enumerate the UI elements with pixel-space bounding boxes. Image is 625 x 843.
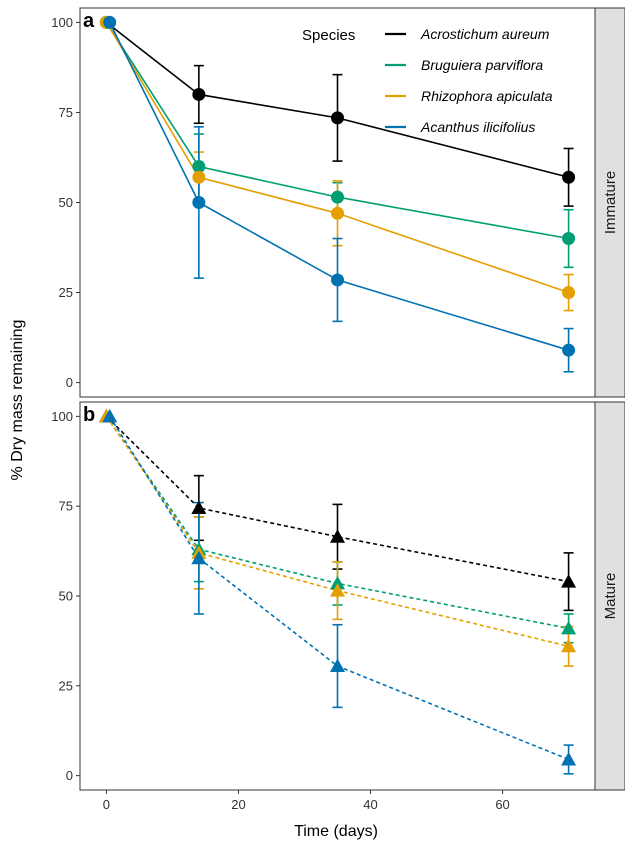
panel-b-point-rhizophora-apiculata (330, 583, 345, 597)
legend: Species Acrostichum aureum Bruguiera parvi… (302, 26, 553, 135)
panel-a-point-rhizophora-apiculata (192, 170, 206, 184)
panel-b-line-bruguiera-parviflora (105, 415, 569, 630)
x-tick-label: 60 (495, 797, 509, 812)
panel-b-y-tick-label: 100 (51, 409, 73, 424)
panel-a-tag: a (83, 10, 95, 32)
panel-b-point-acrostichum-aureum (561, 574, 577, 588)
panel-a-y-tick-label: 50 (59, 195, 73, 210)
legend-label-bruguiera-parviflora: Bruguiera parviflora (421, 57, 543, 73)
panel-a-line-bruguiera-parviflora (105, 21, 569, 240)
panel-a-point-rhizophora-apiculata (331, 206, 344, 220)
panel-b-line-acrostichum-aureum (105, 415, 569, 583)
panel-b-point-acanthus-ilicifolius (102, 408, 118, 423)
panel-b-line-acanthus-ilicifolius (109, 415, 569, 761)
panel-b-y-tick-label: 25 (59, 678, 73, 693)
x-tick-label: 0 (103, 797, 110, 812)
legend-label-rhizophora-apiculata: Rhizophora apiculata (421, 88, 553, 104)
legend-title: Species (302, 27, 355, 44)
panel-b-line-rhizophora-apiculata (105, 415, 569, 648)
panel-a-point-bruguiera-parviflora (331, 190, 344, 204)
panel-b-point-acanthus-ilicifolius (330, 658, 345, 673)
panel-a-point-acanthus-ilicifolius (562, 343, 576, 357)
panel-a-point-bruguiera-parviflora (562, 232, 576, 246)
y-axis-title: % Dry mass remaining (9, 320, 26, 481)
panel-a-point-acanthus-ilicifolius (192, 196, 206, 209)
panel-b-y-tick-label: 0 (66, 768, 73, 783)
panel-b-point-rhizophora-apiculata (561, 638, 577, 653)
panel-b-y-tick-label: 50 (59, 589, 73, 604)
panel-a-line-acanthus-ilicifolius (108, 22, 569, 351)
panel-b-point-acanthus-ilicifolius (561, 751, 577, 766)
panel-a-point-rhizophora-apiculata (562, 286, 576, 300)
panel-a-y-tick-label: 0 (66, 375, 73, 390)
panel-b-point-bruguiera-parviflora (561, 620, 577, 635)
panel-a-strip-label: Immature (602, 171, 619, 234)
panel-a-point-acrostichum-aureum (192, 87, 206, 101)
panel-a-strip (594, 7, 625, 398)
panel-b-strip-label: Mature (602, 573, 619, 620)
panel-b-point-acrostichum-aureum (191, 500, 207, 514)
legend-label-acanthus-ilicifolius: Acanthus ilicifolius (420, 119, 535, 135)
legend-label-acrostichum-aureum: Acrostichum aureum (420, 26, 550, 42)
panel-a-y-tick-label: 100 (51, 15, 73, 30)
axes-layer: 0 25 50 75 100 0 25 50 75 100 0 20 40 60 (51, 15, 510, 812)
panel-a-point-bruguiera-parviflora (192, 159, 206, 173)
panel-a-point-acrostichum-aureum (331, 111, 344, 125)
panel-b-strip (594, 401, 625, 791)
panel-a-point-acrostichum-aureum (562, 170, 576, 184)
panel-b-tag: b (83, 404, 95, 426)
panel-b-point-acrostichum-aureum (330, 529, 345, 543)
x-tick-label: 20 (231, 797, 245, 812)
panel-a-point-acanthus-ilicifolius (103, 15, 117, 29)
data-layer (98, 15, 577, 775)
panel-a-y-tick-label: 25 (59, 285, 73, 300)
panel-a-point-acanthus-ilicifolius (331, 273, 344, 287)
panel-b-y-tick-label: 75 (59, 499, 73, 514)
panel-a-y-tick-label: 75 (59, 105, 73, 120)
x-tick-label: 40 (363, 797, 377, 812)
panel-b-point-bruguiera-parviflora (330, 575, 345, 590)
panel-b-point-acanthus-ilicifolius (191, 550, 207, 565)
panel-a-line-acrostichum-aureum (105, 21, 569, 179)
panel-a-line-rhizophora-apiculata (105, 21, 569, 294)
x-axis-title: Time (days) (294, 823, 378, 840)
